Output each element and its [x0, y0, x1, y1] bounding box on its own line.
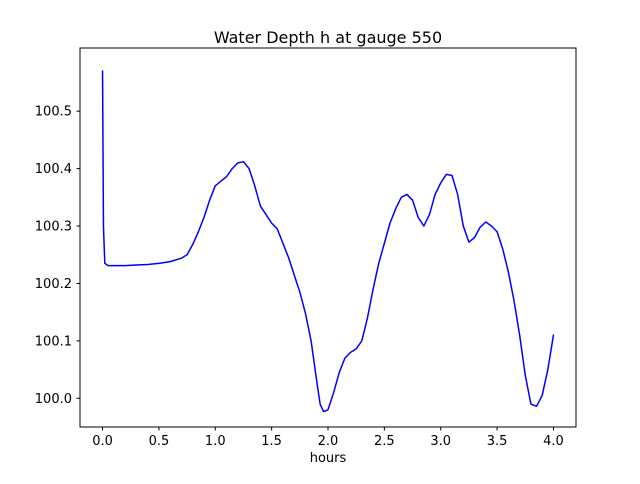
y-tick-label: 100.1	[35, 334, 72, 349]
y-tick-label: 100.3	[35, 220, 72, 235]
y-tick-label: 100.5	[35, 105, 72, 120]
y-axis-ticks: 100.0 100.1 100.2 100.3 100.4 100.5	[35, 105, 80, 407]
x-tick-label: 0.5	[149, 434, 170, 449]
x-axis-ticks: 0.0 0.5 1.0 1.5 2.0 2.5 3.0 3.5 4.0	[92, 427, 564, 449]
x-tick-label: 4.0	[543, 434, 564, 449]
x-tick-label: 1.0	[205, 434, 226, 449]
x-axis-label: hours	[310, 451, 347, 466]
x-tick-label: 1.5	[261, 434, 282, 449]
x-tick-label: 2.5	[374, 434, 395, 449]
x-tick-label: 0.0	[92, 434, 113, 449]
y-tick-label: 100.4	[35, 162, 72, 177]
chart-title: Water Depth h at gauge 550	[214, 28, 442, 47]
data-line	[101, 70, 555, 413]
plot-border	[79, 47, 577, 428]
x-tick-label: 2.0	[318, 434, 339, 449]
x-tick-label: 3.0	[430, 434, 451, 449]
y-tick-label: 100.0	[35, 392, 72, 407]
y-tick-label: 100.2	[35, 277, 72, 292]
x-tick-label: 3.5	[487, 434, 508, 449]
